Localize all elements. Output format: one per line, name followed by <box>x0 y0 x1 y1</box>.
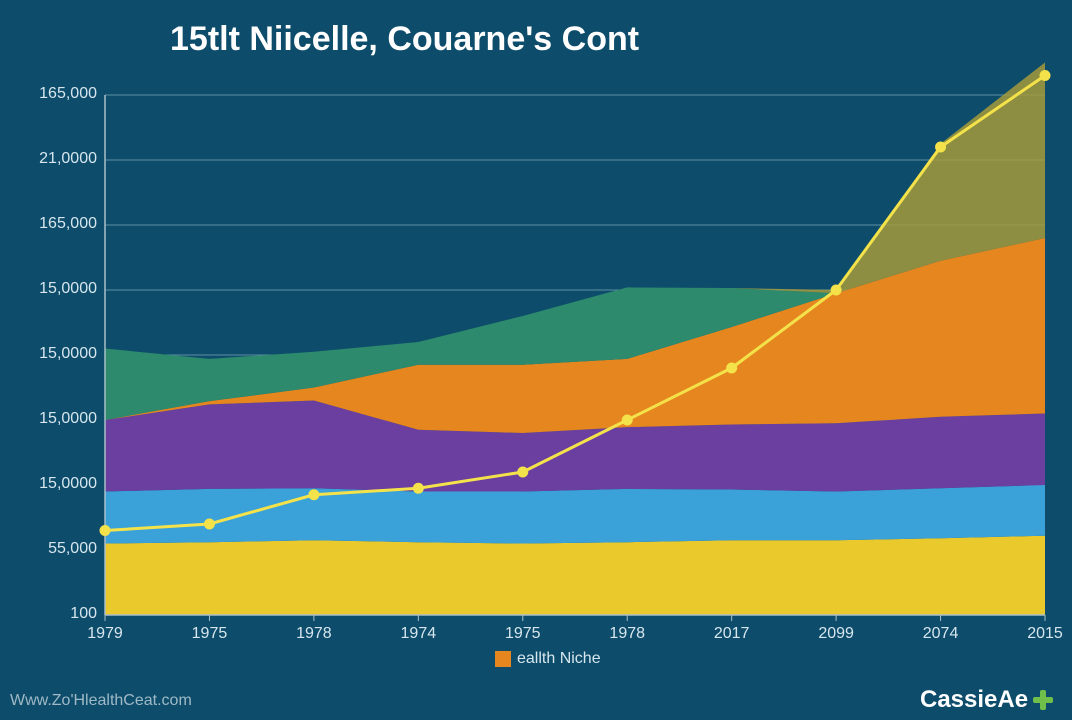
area-yellow <box>105 536 1045 615</box>
y-tick-label: 21,0000 <box>39 150 97 168</box>
plus-icon <box>1032 689 1054 711</box>
y-tick-label: 15,0000 <box>39 345 97 363</box>
footer-left: Www.Zo'HlealthCeat.com <box>10 692 192 710</box>
x-tick-label: 2017 <box>714 625 750 643</box>
x-tick-label: 1975 <box>505 625 541 643</box>
legend: eallth Niche <box>495 650 601 668</box>
x-tick-label: 1974 <box>401 625 437 643</box>
x-tick-label: 1979 <box>87 625 123 643</box>
y-tick-label: 15,0000 <box>39 475 97 493</box>
x-tick-label: 2074 <box>923 625 959 643</box>
y-tick-label: 100 <box>70 605 97 623</box>
y-tick-label: 55,000 <box>48 540 97 558</box>
chart-svg <box>0 0 1072 720</box>
x-tick-label: 1978 <box>296 625 332 643</box>
footer-right-text: CassieAe <box>920 686 1028 714</box>
legend-label: eallth Niche <box>517 650 601 668</box>
x-tick-label: 1978 <box>609 625 645 643</box>
x-tick-label: 1975 <box>192 625 228 643</box>
x-tick-label: 2015 <box>1027 625 1063 643</box>
y-tick-label: 15,0000 <box>39 280 97 298</box>
y-tick-label: 15,0000 <box>39 410 97 428</box>
chart-root: 15tlt Niicelle, Couarne's Cont 100 55,000… <box>0 0 1072 720</box>
chart-title: 15tlt Niicelle, Couarne's Cont <box>170 20 639 59</box>
y-tick-label: 165,000 <box>39 85 97 103</box>
x-tick-label: 2099 <box>818 625 854 643</box>
footer-right-logo: CassieAe <box>920 686 1054 714</box>
legend-swatch <box>495 651 511 667</box>
y-tick-label: 165,000 <box>39 215 97 233</box>
